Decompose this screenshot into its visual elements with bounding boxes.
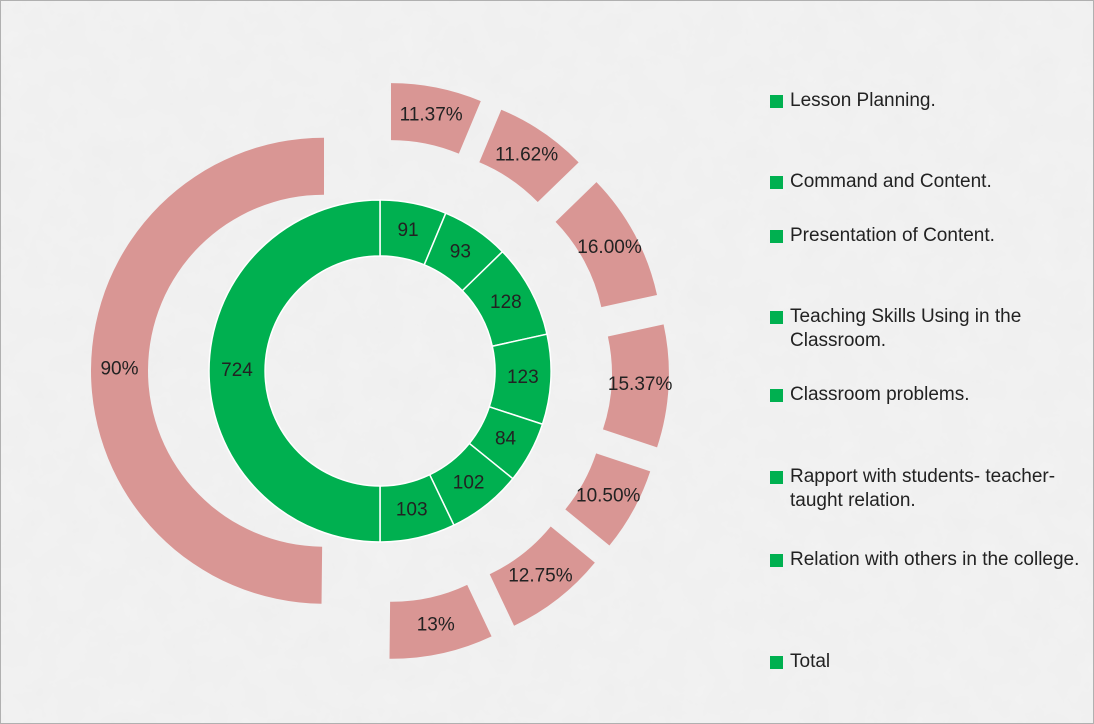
data-label: 102 — [453, 472, 485, 493]
ring-segment — [208, 199, 381, 543]
data-label: 11.62% — [495, 145, 558, 166]
data-label: 16.00% — [577, 237, 642, 258]
legend-item: Teaching Skills Using in the Classroom. — [770, 305, 1082, 353]
legend-swatch — [770, 656, 783, 669]
data-label: 15.37% — [608, 374, 673, 395]
legend-label: Presentation of Content. — [790, 225, 995, 246]
legend-swatch — [770, 554, 783, 567]
data-label: 724 — [221, 360, 253, 381]
legend-item: Lesson Planning. — [770, 89, 1082, 113]
ring-segment — [479, 109, 579, 203]
ring-segment — [565, 453, 651, 546]
ring-segment — [391, 83, 481, 154]
data-label: 12.75% — [508, 565, 573, 586]
legend-swatch — [770, 389, 783, 402]
ring-segment — [555, 182, 658, 308]
legend-item: Presentation of Content. — [770, 224, 1082, 248]
legend-item: Classroom problems. — [770, 383, 1082, 407]
data-label: 90% — [100, 359, 138, 380]
data-label: 10.50% — [576, 486, 641, 507]
legend-label: Total — [790, 651, 831, 672]
data-label: 93 — [450, 242, 471, 263]
data-label: 13% — [417, 614, 455, 635]
ring-segment — [602, 324, 669, 448]
legend-swatch — [770, 95, 783, 108]
rings — [91, 83, 669, 659]
data-label: 11.37% — [400, 105, 463, 126]
ring-segment — [91, 137, 325, 604]
data-label: 128 — [490, 292, 522, 313]
ring-segment — [389, 584, 492, 659]
legend-label: Teaching Skills Using in the Classroom. — [790, 306, 1022, 351]
data-label: 84 — [495, 428, 517, 449]
legend-swatch — [770, 311, 783, 324]
legend-label: Command and Content. — [790, 171, 992, 192]
legend-swatch — [770, 230, 783, 243]
legend-label: Classroom problems. — [790, 384, 970, 405]
data-label: 103 — [396, 499, 428, 520]
legend-swatch — [770, 176, 783, 189]
labels: 91 93 128 123 84 102 103 724 11.37% 11.62% 16.00% 1… — [100, 105, 672, 636]
data-label: 91 — [397, 220, 418, 241]
legend-item: Rapport with students- teacher- taught r… — [770, 465, 1082, 513]
legend-swatch — [770, 471, 783, 484]
legend-label: Rapport with students- teacher- taught r… — [790, 466, 1056, 511]
legend-label: Relation with others in the college. — [790, 549, 1080, 570]
ring-segment — [489, 526, 595, 626]
legend-item: Relation with others in the college. — [770, 548, 1082, 572]
legend-item: Total — [770, 650, 1082, 674]
data-label: 123 — [507, 367, 539, 388]
legend-item: Command and Content. — [770, 170, 1082, 194]
legend-label: Lesson Planning. — [790, 90, 936, 111]
